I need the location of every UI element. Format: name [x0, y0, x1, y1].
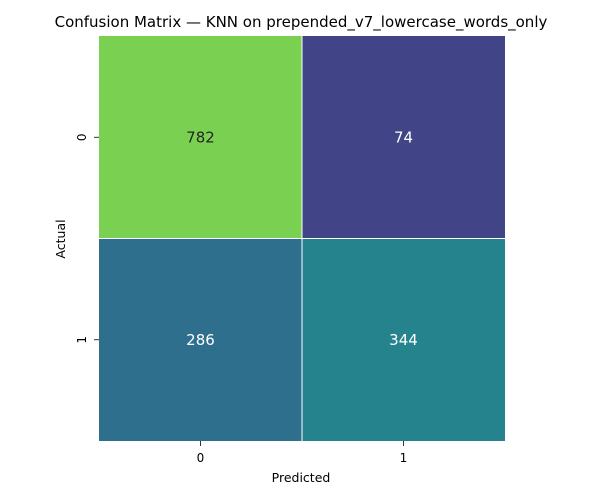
cell-value-label-r1-c1: 344 — [389, 331, 418, 349]
axis-ticks: 0 1 0 1 — [75, 133, 407, 465]
x-tick-label: 0 — [197, 451, 205, 465]
heatmap-cell-borders — [99, 36, 505, 441]
y-axis-label: Actual — [53, 219, 68, 258]
x-axis-label: Predicted — [272, 470, 331, 485]
cell-value-label-r0-c1: 74 — [394, 128, 413, 146]
heatmap-cell-r0-c1 — [302, 36, 505, 239]
x-tick-label: 1 — [400, 451, 408, 465]
y-tick-label: 0 — [75, 133, 89, 141]
cell-value-label-r0-c0: 782 — [186, 128, 215, 146]
heatmap-cell-r1-c0 — [99, 238, 302, 441]
heatmap-cell-r1-c1 — [302, 238, 505, 441]
chart-title: Confusion Matrix — KNN on prepended_v7_l… — [55, 13, 548, 32]
cell-value-label-r1-c0: 286 — [186, 331, 215, 349]
heatmap-cell-labels: 782 74 286 344 — [186, 128, 418, 349]
y-tick-label: 1 — [75, 336, 89, 344]
heatmap-cells — [99, 36, 505, 441]
heatmap-cell-r0-c0 — [99, 36, 302, 239]
